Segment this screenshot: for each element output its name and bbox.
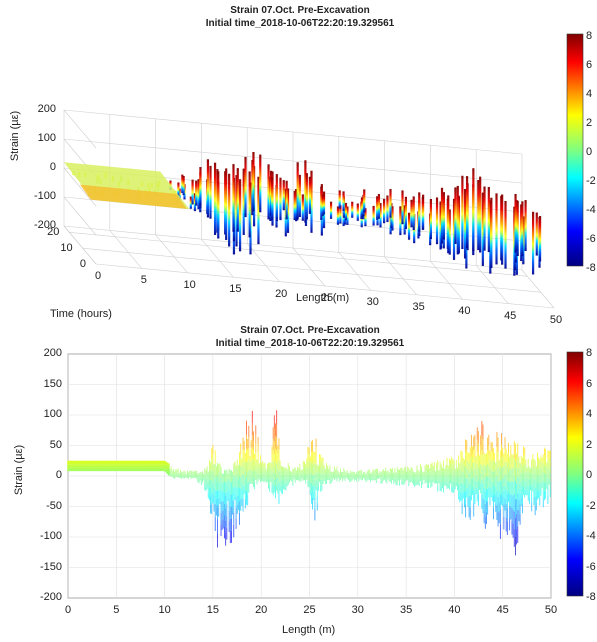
bottom-colorbar-tick: 0 [586,469,593,481]
top-zaxis-label: Strain (µε) [9,110,22,162]
top-colorbar-tick: 4 [586,88,593,100]
top-colorbar-tick: -8 [586,262,596,274]
top-xaxis-label: Length (m) [296,292,350,304]
bottom-xaxis-tick: 0 [64,604,72,616]
top-chart-grid [63,109,555,309]
bottom-xaxis-tick: 50 [544,604,558,616]
bottom-yaxis-tick: 0 [55,469,62,481]
top-zaxis-tick: 100 [37,132,56,144]
top-xaxis-tick: 40 [458,305,471,318]
top-zaxis-tick: -200 [33,219,56,231]
bottom-colorbar-tick: 6 [586,377,593,390]
top-xaxis-tick: 5 [140,274,147,287]
bottom-yaxis-label: Strain (µε) [13,444,26,496]
bottom-colorbar-tick: -6 [586,560,596,573]
bottom-colorbar-tick: 8 [586,347,593,359]
top-colorbar-tick: -6 [586,233,596,245]
top-xaxis-tick: 50 [549,314,563,326]
top-colorbar-tick: 2 [586,117,593,129]
top-colorbar [566,33,584,267]
bottom-xaxis-tick: 40 [448,604,461,616]
top-xaxis-tick: 0 [94,270,102,282]
top-yaxis-tick: 0 [79,258,86,270]
bottom-colorbar-tick: 2 [586,438,593,451]
top-xaxis-tick: 30 [366,296,379,309]
top-chart-title: Strain 07.Oct. Pre-Excavation [230,5,370,16]
top-yaxis-tick: 10 [60,242,73,255]
top-xaxis-tick: 25 [320,292,334,304]
top-zaxis-tick: 200 [37,103,56,115]
top-colorbar-tick: 0 [586,146,593,158]
bottom-colorbar-tick: -2 [586,499,596,512]
bottom-xaxis-tick: 15 [206,604,220,616]
top-colorbar-tick: 8 [586,30,593,42]
bottom-chart: Strain 07.Oct. Pre-Excavation Initial ti… [0,322,597,642]
bottom-xaxis-tick: 10 [158,604,171,616]
bottom-colorbar-tick: -8 [586,591,596,603]
top-chart-surface [64,151,542,276]
bottom-yaxis-tick: 100 [43,408,62,420]
top-colorbar-tick: -2 [586,175,596,187]
top-xaxis-tick: 35 [412,300,425,313]
bottom-colorbar-tick: 4 [586,408,593,420]
bottom-yaxis-tick: -50 [46,499,62,512]
bottom-chart-title: Strain 07.Oct. Pre-Excavation [240,325,380,336]
bottom-yaxis-tick: -150 [39,560,62,573]
bottom-colorbar-tick: -4 [586,530,596,542]
top-chart: Strain 07.Oct. Pre-Excavation Initial ti… [9,5,596,326]
bottom-yaxis-tick: 150 [43,377,62,390]
bottom-xaxis-tick: 20 [255,604,268,616]
top-zaxis-tick: 0 [49,161,56,173]
bottom-chart-subtitle: Initial time_2018-10-06T22:20:19.329561 [215,338,405,349]
bottom-yaxis-tick: 200 [43,347,62,359]
top-chart-plot [63,33,584,309]
bottom-xaxis-tick: 45 [496,604,509,616]
top-xaxis-tick: 15 [229,283,242,296]
bottom-xaxis-tick: 35 [399,604,413,616]
top-yaxis-label: Time (hours) [50,308,112,320]
top-xaxis-tick: 10 [183,278,196,291]
top-chart-subtitle: Initial time_2018-10-06T22:20:19.329561 [205,18,395,29]
top-colorbar-tick: 6 [586,59,593,71]
top-yaxis-tick: 20 [47,226,60,239]
bottom-yaxis-tick: 50 [49,438,62,451]
bottom-xaxis-label: Length (m) [282,624,336,636]
bottom-yaxis-tick: -100 [39,530,62,542]
top-xaxis-tick: 20 [275,287,288,300]
bottom-xaxis-tick: 5 [113,604,120,616]
top-xaxis-tick: 45 [504,309,517,322]
top-colorbar-tick: -4 [586,204,596,216]
bottom-yaxis-tick: -200 [39,591,62,603]
top-zaxis-tick: -100 [33,190,56,202]
bottom-xaxis-tick: 30 [351,604,364,616]
bottom-xaxis-tick: 25 [303,604,316,616]
